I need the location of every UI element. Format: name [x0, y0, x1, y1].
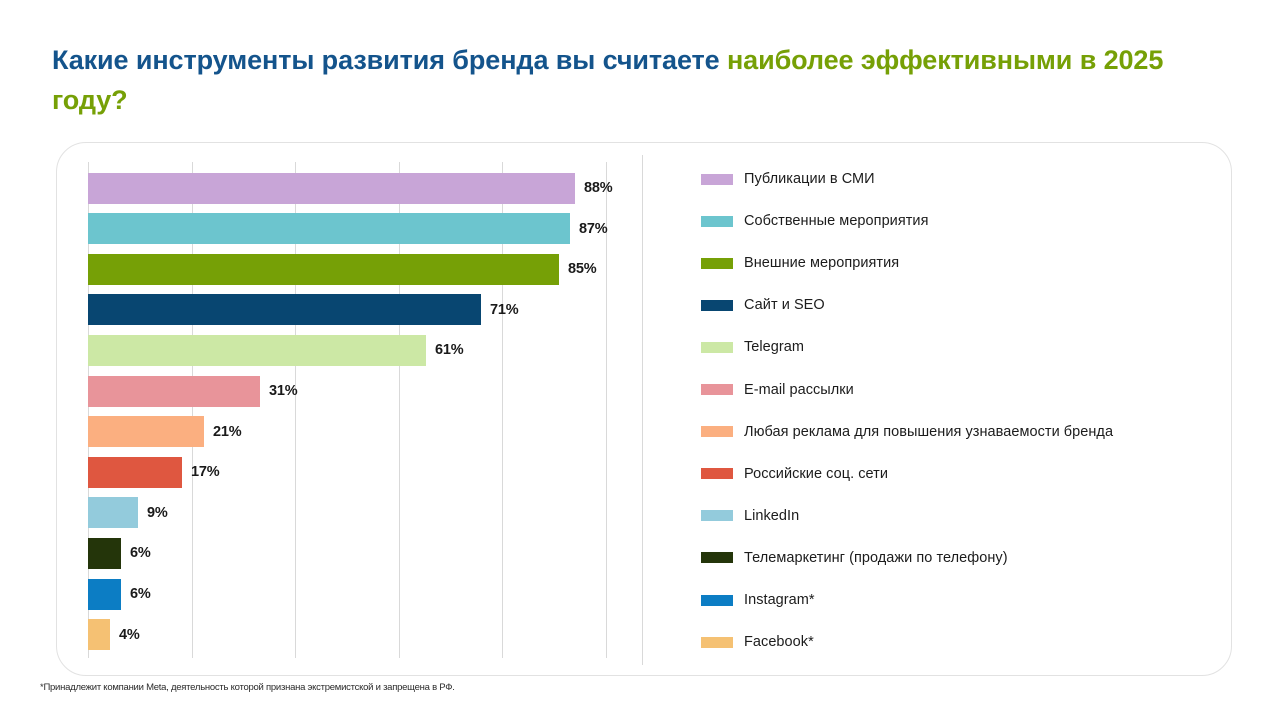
- legend-swatch-icon: [701, 510, 733, 522]
- legend-item[interactable]: Facebook*: [701, 632, 814, 652]
- legend-item-label: Любая реклама для повышения узнаваемости…: [744, 423, 1114, 440]
- bar-row[interactable]: 61%: [88, 329, 464, 371]
- bar-value-label: 31%: [269, 383, 298, 399]
- bar[interactable]: [88, 213, 570, 245]
- legend-item[interactable]: Публикации в СМИ: [701, 169, 875, 189]
- bar[interactable]: [88, 416, 204, 448]
- bar-value-label: 17%: [191, 464, 220, 481]
- legend-swatch-icon: [701, 257, 733, 269]
- bar-value-label: 71%: [490, 301, 519, 318]
- chart-bars: 88% 87% 85% 71% 61% 31% 21% 17% 9% 6% 6% 4%: [88, 162, 613, 658]
- bar[interactable]: [88, 294, 481, 326]
- gridline-2: [295, 162, 296, 658]
- legend-swatch-icon: [701, 426, 733, 438]
- bar-row[interactable]: 85%: [88, 248, 597, 290]
- bar[interactable]: [88, 334, 426, 366]
- legend-item[interactable]: Телемаркетинг (продажи по телефону): [701, 548, 1008, 568]
- gridline-1: [192, 162, 193, 658]
- legend-item-label: Сайт и SEO: [744, 297, 825, 314]
- bar[interactable]: [88, 619, 110, 651]
- bar-value-label: 85%: [568, 261, 597, 278]
- bar[interactable]: [88, 497, 138, 529]
- legend-item[interactable]: Собственные мероприятия: [701, 211, 928, 231]
- chart-plot-area: 88% 87% 85% 71% 61% 31% 21% 17% 9% 6% 6% 4%: [88, 162, 613, 658]
- legend-item[interactable]: Telegram: [701, 337, 804, 357]
- bar[interactable]: [88, 253, 559, 285]
- legend-swatch-icon: [701, 341, 733, 353]
- legend-item[interactable]: Российские соц. сети: [701, 464, 888, 484]
- bar-value-label: 61%: [435, 342, 464, 359]
- bar-row[interactable]: 6%: [88, 532, 151, 574]
- legend-item-label: Телемаркетинг (продажи по телефону): [744, 549, 1008, 566]
- bar-row[interactable]: 4%: [88, 614, 140, 656]
- bar-row[interactable]: 17%: [88, 451, 220, 493]
- legend-item[interactable]: Сайт и SEO: [701, 295, 825, 315]
- legend-swatch-icon: [701, 468, 733, 480]
- legend-item[interactable]: Любая реклама для повышения узнаваемости…: [701, 422, 1113, 442]
- legend-item-label: Telegram: [744, 339, 805, 356]
- bar[interactable]: [88, 172, 575, 204]
- bar[interactable]: [88, 537, 121, 569]
- legend-item-label: E-mail рассылки: [744, 381, 854, 398]
- bar-value-label: 6%: [130, 545, 151, 562]
- bar[interactable]: [88, 578, 121, 610]
- legend-item-label: Собственные мероприятия: [744, 213, 929, 230]
- bar-value-label: 87%: [579, 220, 608, 237]
- bar-row[interactable]: 21%: [88, 411, 242, 453]
- bar-value-label: 4%: [119, 626, 140, 643]
- footnote: *Принадлежит компании Meta, деятельность…: [40, 682, 455, 693]
- bar-row[interactable]: 6%: [88, 573, 151, 615]
- page-title: Какие инструменты развития бренда вы счи…: [52, 40, 1172, 120]
- bar-value-label: 21%: [213, 423, 242, 440]
- legend-swatch-icon: [701, 594, 733, 606]
- bar-row[interactable]: 9%: [88, 492, 168, 534]
- gridline-4: [502, 162, 503, 658]
- legend-swatch-icon: [701, 173, 733, 185]
- legend-swatch-icon: [701, 636, 733, 648]
- legend-item[interactable]: Внешние мероприятия: [701, 253, 899, 273]
- bar-value-label: 6%: [130, 586, 151, 602]
- legend-item-label: Публикации в СМИ: [744, 171, 875, 187]
- gridline-5: [606, 162, 607, 658]
- legend-item-label: Российские соц. сети: [744, 465, 888, 482]
- bar-row[interactable]: 31%: [88, 370, 298, 412]
- legend-swatch-icon: [701, 552, 733, 564]
- legend-item[interactable]: E-mail рассылки: [701, 380, 854, 400]
- chart-card: 88% 87% 85% 71% 61% 31% 21% 17% 9% 6% 6% 4% Публика…: [56, 142, 1232, 676]
- legend-divider: [642, 155, 643, 665]
- gridline-0: [88, 162, 89, 658]
- bar-row[interactable]: 71%: [88, 289, 519, 331]
- page-title-primary: Какие инструменты развития бренда вы счи…: [52, 45, 727, 75]
- page-title-accent: наиболее эффективными в 2025 году?: [52, 45, 1164, 115]
- legend-item-label: LinkedIn: [744, 507, 800, 524]
- legend-item-label: Внешние мероприятия: [744, 255, 900, 272]
- bar[interactable]: [88, 456, 182, 488]
- legend-swatch-icon: [701, 215, 733, 227]
- legend-item-label: Instagram*: [744, 592, 815, 608]
- bar-value-label: 88%: [584, 180, 613, 196]
- bar[interactable]: [88, 375, 260, 407]
- bar-row[interactable]: 87%: [88, 208, 608, 250]
- legend-swatch-icon: [701, 299, 733, 311]
- gridline-3: [399, 162, 400, 658]
- legend-swatch-icon: [701, 384, 733, 395]
- legend-item-label: Facebook*: [744, 634, 814, 651]
- legend-item[interactable]: Instagram*: [701, 590, 815, 610]
- legend-item[interactable]: LinkedIn: [701, 506, 799, 526]
- bar-row[interactable]: 88%: [88, 167, 613, 209]
- bar-value-label: 9%: [147, 504, 168, 521]
